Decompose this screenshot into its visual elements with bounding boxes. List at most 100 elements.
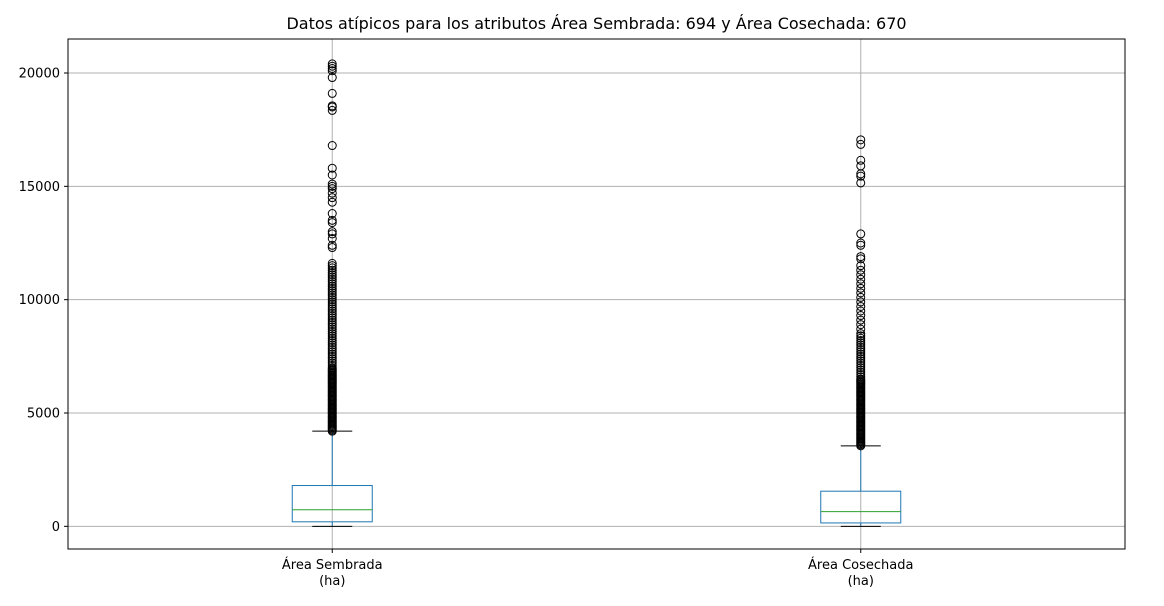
outlier-point (327, 358, 337, 368)
outlier-point (856, 270, 866, 280)
outlier-point (327, 265, 337, 275)
x-tick-label: Área Cosechada (808, 557, 913, 573)
outlier-point (327, 193, 337, 203)
outlier-point (856, 369, 866, 379)
outlier-point (327, 88, 337, 98)
outlier-point (327, 267, 337, 277)
outlier-point (327, 290, 337, 300)
outlier-point (327, 105, 337, 115)
chart-title: Datos atípicos para los atributos Área S… (286, 14, 906, 33)
outlier-point (327, 326, 337, 336)
outlier-point (327, 286, 337, 296)
y-tick-label: 10000 (19, 293, 60, 308)
outlier-point (327, 261, 337, 271)
outlier-point (856, 306, 866, 316)
outlier-point (856, 367, 866, 377)
iqr-box (291, 485, 373, 523)
outlier-point (327, 59, 337, 69)
outlier-point (327, 329, 337, 339)
outlier-point (327, 163, 337, 173)
outlier-point (856, 301, 866, 311)
outlier-point (856, 374, 866, 384)
outlier-point (327, 272, 337, 282)
outlier-point (327, 338, 337, 348)
outlier-point (856, 297, 866, 307)
outlier-point (856, 349, 866, 359)
outlier-point (856, 351, 866, 361)
outlier-point (327, 184, 337, 194)
outlier-point (327, 356, 337, 366)
outlier-point (856, 360, 866, 370)
outlier-point (327, 101, 337, 111)
outlier-point (856, 171, 866, 181)
outlier-point (327, 360, 337, 370)
outlier-point (856, 372, 866, 382)
outlier-point (327, 292, 337, 302)
outlier-point (327, 283, 337, 293)
outlier-point (327, 317, 337, 327)
outlier-point (856, 338, 866, 348)
outlier-point (327, 308, 337, 318)
x-tick-label-unit: (ha) (848, 574, 874, 589)
outlier-point (327, 311, 337, 321)
outlier-point (327, 281, 337, 291)
y-tick-label: 5000 (27, 407, 60, 422)
outlier-point (327, 363, 337, 373)
outlier-point (327, 170, 337, 180)
outlier-point (327, 306, 337, 316)
outlier-point (856, 320, 866, 330)
y-tick-label: 15000 (19, 180, 60, 195)
outlier-point (327, 258, 337, 268)
outlier-point (327, 313, 337, 323)
outlier-point (327, 299, 337, 309)
outlier-point (856, 311, 866, 321)
grid-lines (68, 39, 1125, 549)
outlier-point (327, 342, 337, 352)
outlier-point (856, 274, 866, 284)
outlier-point (327, 218, 337, 228)
outlier-point (327, 233, 337, 243)
outlier-point (327, 181, 337, 191)
outlier-point (327, 277, 337, 287)
outlier-point (856, 329, 866, 339)
outlier-point (327, 274, 337, 284)
outlier-point (327, 215, 337, 225)
outlier-point (856, 261, 866, 271)
outlier-point (856, 365, 866, 375)
outlier-point (856, 252, 866, 262)
outlier-point (856, 254, 866, 264)
outlier-point (856, 358, 866, 368)
outlier-point (327, 301, 337, 311)
outlier-point (856, 155, 866, 165)
outlier-point (856, 333, 866, 343)
outlier-point (327, 243, 337, 253)
outlier-point (327, 141, 337, 151)
x-tick-label: Área Sembrada (282, 557, 383, 573)
outlier-point (856, 315, 866, 325)
outlier-point (327, 63, 337, 73)
outlier-point (856, 283, 866, 293)
outlier-point (327, 351, 337, 361)
outlier-point (327, 209, 337, 219)
outlier-point (327, 288, 337, 298)
outlier-point (327, 324, 337, 334)
outlier-point (856, 347, 866, 357)
outlier-point (856, 335, 866, 345)
outlier-point (856, 331, 866, 341)
outlier-point (327, 229, 337, 239)
outlier-point (327, 315, 337, 325)
outlier-point (327, 335, 337, 345)
y-tick-label: 20000 (19, 67, 60, 82)
outlier-point (856, 292, 866, 302)
outlier-point (327, 73, 337, 83)
outlier-point (856, 139, 866, 149)
outlier-point (856, 238, 866, 248)
outlier-point (327, 354, 337, 364)
outlier-point (856, 324, 866, 334)
outlier-point (327, 270, 337, 280)
outlier-point (856, 279, 866, 289)
iqr-box (820, 490, 902, 524)
outlier-point (327, 349, 337, 359)
outlier-point (327, 188, 337, 198)
